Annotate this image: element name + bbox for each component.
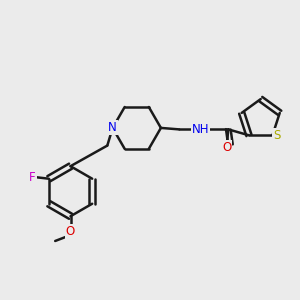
Text: O: O [66, 225, 75, 238]
Text: F: F [29, 171, 36, 184]
Text: O: O [222, 141, 232, 154]
Text: S: S [273, 129, 280, 142]
Text: N: N [108, 122, 117, 134]
Text: NH: NH [192, 123, 209, 136]
